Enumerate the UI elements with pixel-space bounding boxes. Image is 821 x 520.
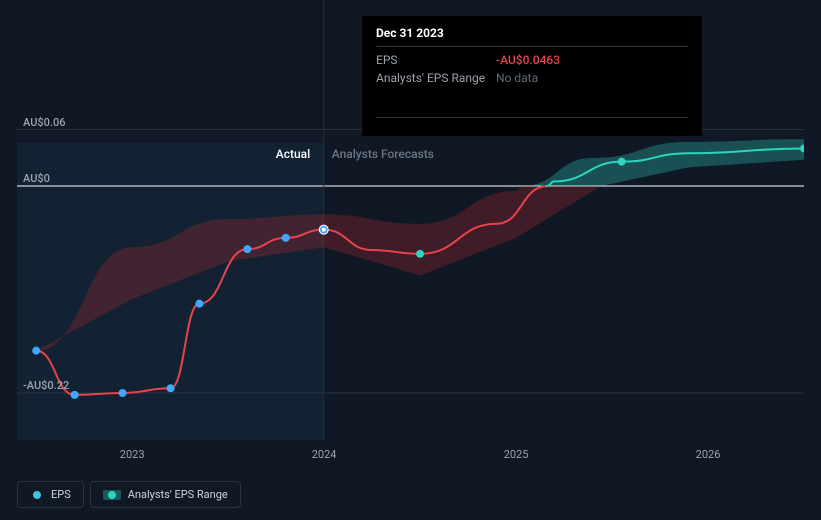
actual-label: Actual xyxy=(276,147,310,161)
tooltip-row-eps: EPS -AU$0.0463 xyxy=(376,51,688,69)
forecasts-label: Analysts Forecasts xyxy=(332,147,434,161)
x-axis-label: 2023 xyxy=(120,448,145,461)
legend-item-range[interactable]: Analysts' EPS Range xyxy=(90,481,241,508)
tooltip-eps-label: EPS xyxy=(376,53,496,67)
x-axis-label: 2025 xyxy=(504,448,529,461)
tooltip-date: Dec 31 2023 xyxy=(376,26,688,47)
tooltip-range-value: No data xyxy=(496,71,538,85)
legend-eps-swatch xyxy=(30,491,44,499)
legend-item-eps[interactable]: EPS xyxy=(17,481,84,508)
x-axis-label: 2026 xyxy=(696,448,721,461)
y-axis-label: AU$0 xyxy=(23,172,50,185)
x-axis-label: 2024 xyxy=(312,448,337,461)
legend-range-label: Analysts' EPS Range xyxy=(128,488,228,501)
chart-tooltip: Dec 31 2023 EPS -AU$0.0463 Analysts' EPS… xyxy=(362,16,702,136)
tooltip-range-label: Analysts' EPS Range xyxy=(376,71,496,85)
legend-range-swatch xyxy=(103,490,121,500)
tooltip-divider xyxy=(376,117,688,118)
tooltip-eps-value: -AU$0.0463 xyxy=(496,53,560,67)
y-axis-label: -AU$0.22 xyxy=(23,379,69,392)
legend-eps-label: EPS xyxy=(51,488,71,501)
y-axis-label: AU$0.06 xyxy=(23,116,65,129)
chart-legend: EPS Analysts' EPS Range xyxy=(17,481,241,508)
tooltip-row-range: Analysts' EPS Range No data xyxy=(376,69,688,87)
